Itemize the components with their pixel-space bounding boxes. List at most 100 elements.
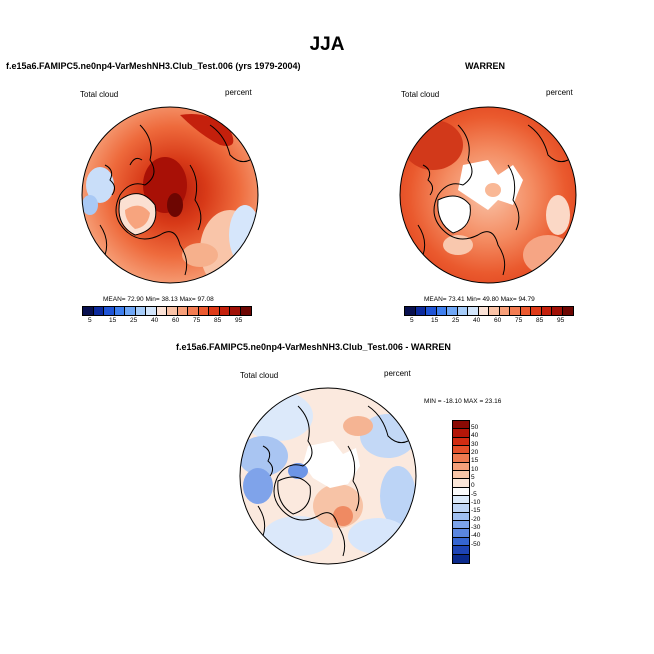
panel2-polar-map [399, 106, 577, 284]
colorbar-tick-label: 30 [471, 440, 479, 448]
colorbar-swatch [468, 307, 479, 315]
panel1-units-label: percent [225, 88, 252, 97]
colorbar-tick-label: 75 [515, 317, 523, 324]
colorbar-tick-label: 0 [471, 482, 475, 490]
colorbar-swatch [240, 307, 251, 315]
colorbar-swatch [520, 307, 531, 315]
colorbar-swatch [453, 479, 469, 488]
colorbar-tick-label: -40 [471, 532, 481, 540]
colorbar-swatch [489, 307, 500, 315]
colorbar-swatch [552, 307, 563, 315]
colorbar-tick-label: 60 [494, 317, 502, 324]
colorbar-swatch [453, 454, 469, 463]
colorbar-swatch [230, 307, 241, 315]
colorbar-swatch [146, 307, 157, 315]
colorbar-tick-label: -20 [471, 515, 481, 523]
colorbar-swatch [219, 307, 230, 315]
colorbar-swatch [447, 307, 458, 315]
colorbar-swatch [104, 307, 115, 315]
colorbar-swatch [453, 496, 469, 505]
colorbar-tick-label: -5 [471, 490, 477, 498]
colorbar-tick-label: 40 [473, 317, 481, 324]
colorbar-swatch [135, 307, 146, 315]
colorbar-swatch [453, 462, 469, 472]
colorbar-swatch [453, 546, 469, 555]
colorbar-swatch [453, 529, 469, 538]
panel1-polar-map [81, 106, 259, 284]
panel2-field-label: Total cloud [401, 90, 440, 99]
colorbar-tick-label: 60 [172, 317, 180, 324]
panel3-stats: MIN = -18.10 MAX = 23.16 [424, 398, 502, 405]
colorbar-tick-label: 15 [431, 317, 439, 324]
colorbar-tick-label: 25 [130, 317, 138, 324]
colorbar-swatch [510, 307, 521, 315]
colorbar-tick-label: 5 [471, 474, 475, 481]
colorbar-swatch [156, 307, 167, 315]
colorbar-tick-label: 50 [471, 424, 479, 431]
colorbar-swatch [453, 512, 469, 522]
colorbar-swatch [453, 421, 469, 430]
colorbar-tick-label: -15 [471, 507, 481, 515]
colorbar-swatch [499, 307, 510, 315]
colorbar-swatch [562, 307, 573, 315]
colorbar-swatch [198, 307, 209, 315]
colorbar-swatch [541, 307, 552, 315]
panel3-title: f.e15a6.FAMIPC5.ne0np4-VarMeshNH3.Club_T… [176, 342, 451, 352]
colorbar-tick-label: -30 [471, 524, 481, 531]
colorbar-swatch [83, 307, 94, 315]
colorbar-tick-label: 25 [452, 317, 460, 324]
colorbar-tick-label: 75 [193, 317, 201, 324]
colorbar-tick-label: 5 [410, 317, 414, 324]
panel1-field-label: Total cloud [80, 90, 119, 99]
colorbar-swatch [531, 307, 542, 315]
panel2-units-label: percent [546, 88, 573, 97]
colorbar-tick-label: 10 [471, 465, 479, 473]
colorbar-tick-label: 40 [471, 432, 479, 440]
panel2-colorbar-labels: 5 15 25 40 60 75 85 95 [404, 317, 572, 327]
colorbar-swatch [405, 307, 416, 315]
colorbar-swatch [453, 471, 469, 480]
panel1-title: f.e15a6.FAMIPC5.ne0np4-VarMeshNH3.Club_T… [6, 61, 301, 71]
colorbar-tick-label: 40 [151, 317, 159, 324]
colorbar-swatch [453, 429, 469, 438]
colorbar-tick-label: -10 [471, 499, 481, 506]
colorbar-swatch [93, 307, 104, 315]
colorbar-tick-label: 15 [109, 317, 117, 324]
panel1-colorbar [82, 306, 252, 316]
colorbar-tick-label: 85 [536, 317, 544, 324]
colorbar-swatch [453, 504, 469, 513]
colorbar-tick-label: 95 [235, 317, 243, 324]
colorbar-tick-label: 85 [214, 317, 222, 324]
colorbar-swatch [457, 307, 468, 315]
colorbar-swatch [177, 307, 188, 315]
colorbar-swatch [453, 487, 469, 497]
panel2-title: WARREN [465, 61, 505, 71]
panel3-colorbar [452, 420, 470, 564]
panel3-colorbar-labels: 50 40 30 20 15 10 5 0 -5 -10 -15 -20 -30… [471, 420, 501, 562]
colorbar-swatch [167, 307, 178, 315]
colorbar-tick-label: 15 [471, 457, 479, 465]
panel1-stats: MEAN= 72.90 Min= 38.13 Max= 97.08 [103, 296, 214, 303]
colorbar-swatch [114, 307, 125, 315]
page-title: JJA [309, 34, 345, 55]
colorbar-swatch [453, 554, 469, 563]
colorbar-swatch [453, 521, 469, 530]
panel3-polar-map [239, 387, 417, 565]
colorbar-swatch [415, 307, 426, 315]
colorbar-swatch [478, 307, 489, 315]
panel3-field-label: Total cloud [240, 371, 279, 380]
panel3-units-label: percent [384, 369, 411, 378]
colorbar-swatch [436, 307, 447, 315]
colorbar-swatch [209, 307, 220, 315]
colorbar-tick-label: 20 [471, 449, 479, 456]
colorbar-swatch [453, 437, 469, 447]
panel1-colorbar-labels: 5 15 25 40 60 75 85 95 [82, 317, 250, 327]
colorbar-swatch [453, 537, 469, 547]
colorbar-tick-label: 5 [88, 317, 92, 324]
colorbar-swatch [188, 307, 199, 315]
colorbar-tick-label: -50 [471, 540, 481, 548]
panel2-stats: MEAN= 73.41 Min= 49.80 Max= 94.79 [424, 296, 535, 303]
colorbar-swatch [125, 307, 136, 315]
colorbar-swatch [453, 446, 469, 455]
colorbar-tick-label: 95 [557, 317, 565, 324]
